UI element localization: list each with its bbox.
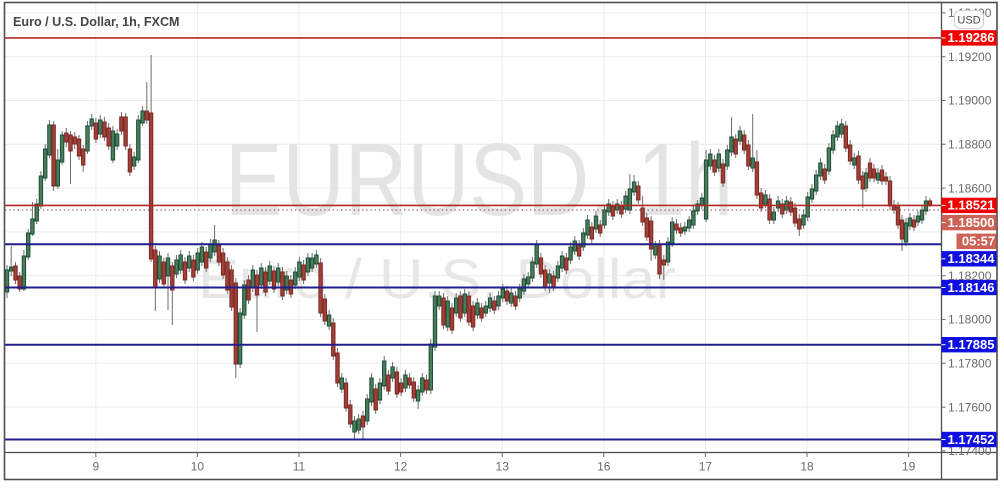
svg-text:05:57: 05:57 [962,234,995,249]
svg-text:1.17600: 1.17600 [948,400,992,414]
svg-text:17: 17 [699,460,713,474]
svg-text:1.17400: 1.17400 [948,444,992,458]
svg-text:1.18200: 1.18200 [948,269,992,283]
svg-text:1.18500: 1.18500 [948,215,995,230]
svg-text:USD: USD [957,15,980,27]
svg-text:1.17885: 1.17885 [948,337,995,352]
svg-text:1.18521: 1.18521 [948,198,995,213]
svg-text:1.18800: 1.18800 [948,138,992,152]
svg-text:Euro / U.S. Dollar, 1h, FXCM: Euro / U.S. Dollar, 1h, FXCM [13,15,180,29]
svg-text:12: 12 [394,460,408,474]
svg-text:1.18600: 1.18600 [948,181,992,195]
svg-text:16: 16 [597,460,611,474]
svg-text:EURUSD, 1h: EURUSD, 1h [225,122,733,237]
svg-text:1.17800: 1.17800 [948,357,992,371]
svg-text:1.18000: 1.18000 [948,313,992,327]
svg-text:13: 13 [496,460,510,474]
svg-text:1.17452: 1.17452 [948,432,995,447]
svg-text:1.18146: 1.18146 [948,280,995,295]
svg-text:18: 18 [800,460,814,474]
svg-text:9: 9 [92,460,99,474]
svg-text:1.19286: 1.19286 [948,30,995,45]
svg-text:1.19000: 1.19000 [948,94,992,108]
svg-text:10: 10 [191,460,205,474]
svg-text:1.19200: 1.19200 [948,50,992,64]
svg-text:11: 11 [293,460,306,474]
svg-text:19: 19 [902,460,916,474]
svg-text:1.18344: 1.18344 [948,251,996,266]
